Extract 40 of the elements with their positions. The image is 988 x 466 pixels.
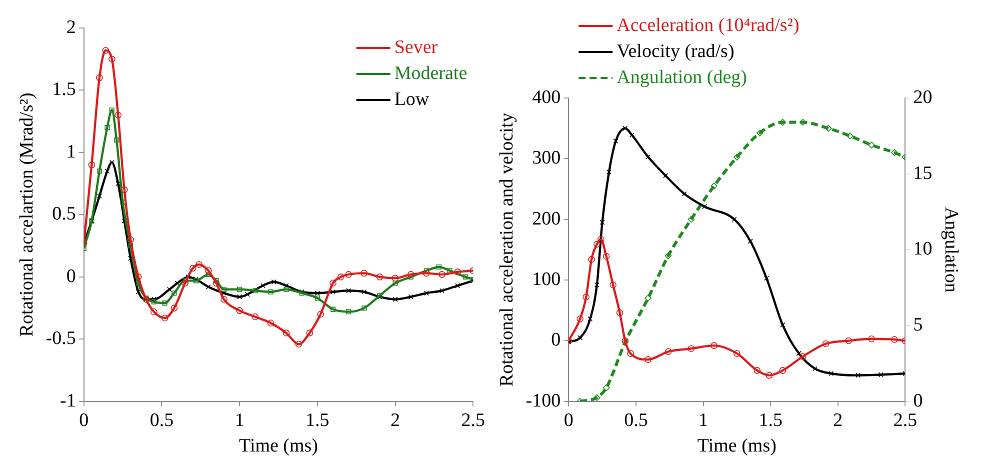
y-tick-label: 100 <box>532 269 561 290</box>
y2-tick-label: 15 <box>913 162 932 184</box>
x-tick-label: 1 <box>234 410 244 431</box>
y-tick-label: 300 <box>532 148 561 169</box>
y2-tick-label: 0 <box>913 390 923 412</box>
x-tick-label: 1 <box>698 410 708 431</box>
x-tick-label: 1.5 <box>306 410 330 431</box>
x-tick-label: 0 <box>79 410 89 431</box>
x-tick-label: 0.5 <box>150 410 174 431</box>
legend-label: Sever <box>394 36 438 58</box>
y-tick-label: 0 <box>66 266 76 287</box>
legend-label: Velocity (rad/s) <box>616 40 734 62</box>
legend-label: Low <box>394 88 430 110</box>
y-tick-label: 0 <box>551 330 561 351</box>
y-tick-label: 0.5 <box>52 204 76 225</box>
legend-label: Acceleration (10⁴rad/s²) <box>616 14 800 36</box>
y-tick-label: 200 <box>532 208 561 230</box>
x-tick-label: 0.5 <box>624 410 648 431</box>
legend-label: Moderate <box>394 62 468 84</box>
y-tick-label: -1 <box>60 390 76 412</box>
x-axis-title: Time (ms) <box>238 436 318 457</box>
y-axis-title: Rotational accelartion (Mrad/s²) <box>16 92 38 337</box>
y-tick-label: 1 <box>66 141 76 162</box>
x-tick-label: 2.5 <box>893 410 918 431</box>
y-tick-label: 2 <box>66 16 76 38</box>
x-tick-label: 2 <box>833 410 843 431</box>
y-axis-title: Rotational acceleration and velocity <box>496 112 518 387</box>
x-tick-label: 1.5 <box>758 410 782 431</box>
y-tick-label: -100 <box>526 390 561 412</box>
legend-label: Angulation (deg) <box>616 66 747 88</box>
y2-tick-label: 20 <box>913 86 932 108</box>
x-tick-label: 2 <box>390 410 400 431</box>
y-tick-label: 1.5 <box>52 79 76 100</box>
x-tick-label: 2.5 <box>461 410 485 431</box>
y-tick-label: 400 <box>532 86 561 108</box>
y2-tick-label: 10 <box>913 238 932 260</box>
y2-axis-title: Angulation <box>940 206 962 293</box>
y2-tick-label: 5 <box>913 314 923 336</box>
x-axis-title: Time (ms) <box>697 436 776 457</box>
y-tick-label: -0.5 <box>46 328 76 350</box>
